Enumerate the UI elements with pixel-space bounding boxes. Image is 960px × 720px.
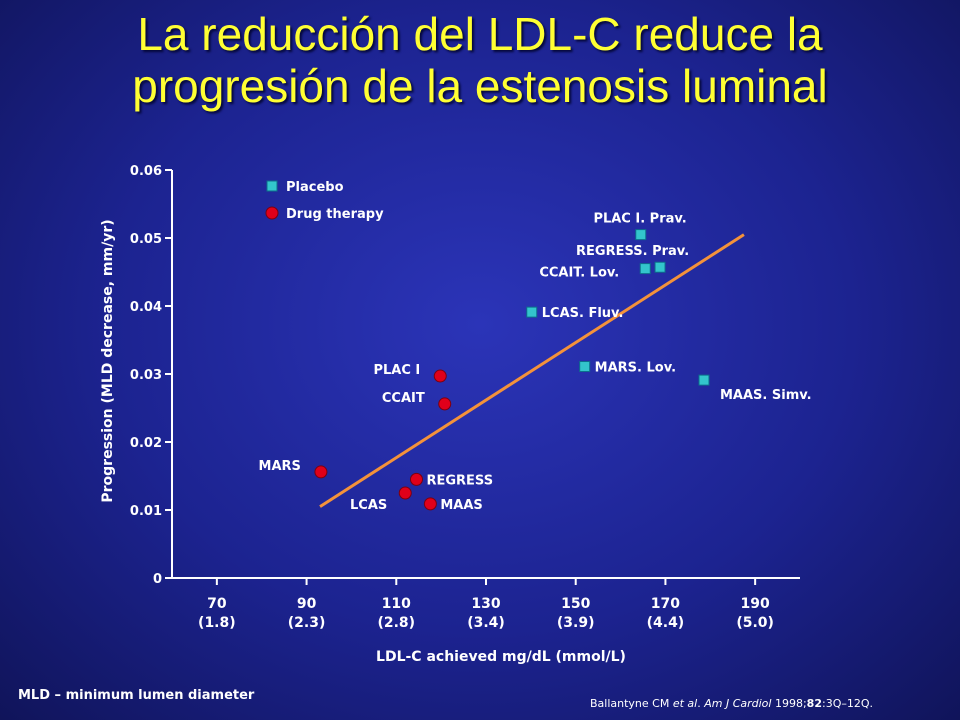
citation-pages: :3Q–12Q.: [821, 697, 873, 710]
data-point-label: CCAIT: [382, 391, 425, 406]
data-point-placebo: [698, 374, 710, 386]
data-point-label: PLAC I. Prav.: [593, 212, 686, 227]
y-tick-label: 0.05: [130, 232, 162, 247]
data-point-placebo: [526, 306, 538, 318]
x-tick-sublabel: (5.0): [736, 615, 774, 631]
data-point-drug: [398, 486, 412, 500]
data-point-label: REGRESS: [426, 473, 493, 488]
citation-authors: Ballantyne CM: [590, 697, 673, 710]
data-point-drug: [409, 472, 423, 486]
y-tick-label: 0.04: [130, 300, 162, 315]
y-tick-label: 0.02: [130, 436, 162, 451]
y-axis-ticks: 0 0.01 0.02 0.03 0.04 0.05 0.06: [130, 164, 172, 587]
chart-legend: Placebo Drug therapy: [265, 180, 384, 222]
y-tick-label: 0.03: [130, 368, 162, 383]
y-axis-label: Progression (MLD decrease, mm/yr): [100, 219, 116, 502]
data-point-drug: [438, 397, 452, 411]
data-point-placebo: [639, 263, 651, 275]
title-line-2: progresión de la estenosis luminal: [132, 60, 828, 112]
y-tick-label: 0: [153, 572, 162, 587]
data-point-placebo: [579, 361, 591, 373]
regression-line: [319, 233, 745, 508]
legend-marker-placebo: [266, 180, 278, 192]
data-point-label: PLAC I: [373, 363, 420, 378]
data-point-label: LCAS. Fluv.: [542, 306, 624, 321]
data-point-placebo: [654, 261, 666, 273]
x-tick-sublabel: (3.9): [557, 615, 595, 631]
citation-etal: et al: [672, 697, 698, 710]
x-tick-label: 190: [741, 596, 770, 612]
x-axis-ticks: 70 (1.8) 90 (2.3) 110 (2.8) 130 (3.4) 150 (3.9) 17…: [198, 578, 774, 631]
citation-journal: Am J Cardiol: [704, 697, 772, 710]
chart-axes: [171, 170, 800, 579]
legend-marker-drug: [265, 206, 279, 220]
x-tick-sublabel: (2.8): [377, 615, 415, 631]
x-tick-sublabel: (3.4): [467, 615, 505, 631]
citation-volume: 82: [806, 697, 822, 710]
x-tick-label: 170: [651, 596, 680, 612]
x-tick-sublabel: (4.4): [647, 615, 685, 631]
citation-sep: .: [697, 697, 705, 710]
data-point-label: MARS: [259, 459, 301, 474]
data-point-label: CCAIT. Lov.: [539, 266, 619, 281]
x-axis-label: LDL-C achieved mg/dL (mmol/L): [376, 649, 626, 665]
x-tick-sublabel: (1.8): [198, 615, 236, 631]
data-points: PLAC I. Prav. REGRESS. Prav. CCAIT. Lov. LC…: [259, 212, 812, 513]
legend-label-drug: Drug therapy: [286, 207, 384, 222]
footnote: MLD – minimum lumen diameter: [18, 688, 255, 703]
citation-year: 1998;: [771, 697, 807, 710]
title-line-1: La reducción del LDL-C reduce la: [137, 8, 823, 60]
citation: Ballantyne CM et al. Am J Cardiol 1998;8…: [590, 697, 873, 710]
x-tick-label: 110: [382, 596, 411, 612]
slide-title: La reducción del LDL-C reduce la progres…: [0, 8, 960, 112]
x-tick-label: 90: [297, 596, 317, 612]
data-point-label: LCAS: [350, 498, 387, 513]
data-point-drug: [423, 497, 437, 511]
data-point-label: MAAS. Simv.: [720, 388, 812, 403]
y-tick-label: 0.01: [130, 504, 162, 519]
data-point-drug: [433, 369, 447, 383]
scatter-chart: 0 0.01 0.02 0.03 0.04 0.05 0.06 70 (1.8) 90 (2.3)…: [100, 164, 812, 665]
x-tick-label: 130: [471, 596, 500, 612]
data-point-drug: [314, 465, 328, 479]
data-point-placebo: [635, 229, 647, 241]
legend-label-placebo: Placebo: [286, 180, 344, 195]
x-tick-label: 70: [207, 596, 227, 612]
data-point-label: MARS. Lov.: [595, 361, 676, 376]
x-tick-label: 150: [561, 596, 590, 612]
data-point-label: REGRESS. Prav.: [576, 244, 689, 259]
x-tick-sublabel: (2.3): [288, 615, 326, 631]
y-tick-label: 0.06: [130, 164, 162, 179]
data-point-label: MAAS: [440, 498, 482, 513]
